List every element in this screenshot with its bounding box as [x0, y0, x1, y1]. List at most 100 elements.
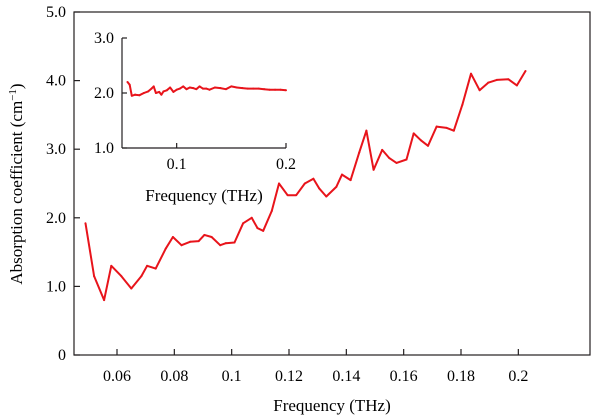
inset-data-point	[279, 88, 282, 91]
inset-data-point	[274, 88, 277, 91]
main-data-point	[524, 69, 527, 72]
main-data-point	[412, 132, 415, 135]
main-x-tick-label: 0.18	[447, 368, 475, 385]
main-data-point	[452, 129, 455, 132]
main-data-point	[262, 229, 265, 232]
main-data-point	[197, 240, 200, 243]
main-data-point	[478, 89, 481, 92]
main-data-point	[461, 103, 464, 106]
main-data-point	[154, 267, 157, 270]
inset-data-point	[158, 90, 161, 93]
main-points	[84, 69, 527, 302]
main-data-point	[286, 194, 289, 197]
inset-data-point	[230, 85, 233, 88]
main-x-tick-label: 0.1	[222, 368, 242, 385]
main-data-point	[210, 236, 213, 239]
main-data-point	[495, 78, 498, 81]
inset-data-point	[235, 86, 238, 89]
main-data-point	[445, 126, 448, 129]
main-x-tick-label: 0.14	[332, 368, 360, 385]
inset-data-point	[126, 81, 129, 83]
inset-points	[126, 81, 287, 97]
main-x-tick-label: 0.2	[508, 368, 528, 385]
inset-data-point	[192, 87, 195, 90]
main-data-point	[256, 227, 259, 230]
main-data-point	[419, 139, 422, 142]
main-data-point	[381, 148, 384, 151]
main-data-point	[224, 242, 227, 245]
main-ticks: 0.06 0.08 0.1 0.12 0.14 0.16 0.18 0.2 0 1.0 2.0 3.0…	[46, 4, 528, 385]
main-data-point	[335, 185, 338, 188]
inset-data-point	[169, 86, 172, 89]
main-data-point	[349, 179, 352, 182]
inset-data-point	[154, 92, 157, 94]
main-data-point	[120, 275, 123, 278]
main-x-tick-label: 0.06	[103, 368, 131, 385]
main-data-point	[219, 244, 222, 247]
inset-data-point	[205, 87, 208, 90]
main-data-point	[435, 125, 438, 128]
main-y-tick-label: 1.0	[46, 278, 66, 295]
inset-data-point	[130, 94, 133, 97]
inset-data-point	[128, 83, 131, 86]
inset-data-point	[134, 93, 137, 96]
main-data-point	[388, 157, 391, 160]
main-data-point	[110, 264, 113, 267]
x-axis-label: Frequency (THz)	[273, 396, 391, 415]
inset-data-point	[138, 94, 141, 97]
main-data-point	[93, 275, 96, 278]
main-data-point	[233, 241, 236, 244]
main-data-point	[103, 299, 106, 302]
main-data-point	[277, 182, 280, 185]
inset-data-point	[178, 87, 181, 90]
main-data-point	[325, 195, 328, 198]
inset-data-point	[172, 90, 175, 93]
main-data-point	[140, 275, 143, 278]
main-data-point	[295, 194, 298, 197]
inset-data-point	[160, 93, 163, 96]
main-data-point	[242, 222, 245, 225]
main-data-point	[312, 177, 315, 180]
main-data-point	[250, 216, 253, 219]
inset-data-point	[150, 87, 153, 90]
main-data-point	[487, 81, 490, 84]
inset-data-point	[147, 90, 150, 93]
main-data-point	[203, 233, 206, 236]
inset-ticks: 0.1 0.2 1.0 2.0 3.0	[94, 30, 296, 173]
inset-x-tick-label: 0.2	[276, 156, 296, 173]
inset-data-point	[185, 88, 188, 91]
inset-data-point	[198, 85, 201, 88]
inset-x-tick-label: 0.1	[167, 156, 187, 173]
main-data-point	[395, 161, 398, 164]
main-data-point	[84, 222, 87, 225]
main-y-tick-label: 2.0	[46, 210, 66, 227]
main-data-point	[164, 247, 167, 250]
main-y-tick-label: 0	[58, 347, 66, 364]
main-plot-frame	[73, 11, 591, 356]
inset-data-point	[285, 89, 287, 92]
main-x-tick-label: 0.16	[390, 368, 418, 385]
inset-y-tick-label: 2.0	[94, 85, 114, 102]
inset-data-point	[241, 87, 244, 90]
main-y-tick-label: 5.0	[46, 4, 66, 21]
inset-plot: 0.1 0.2 1.0 2.0 3.0 Frequency (THz)	[94, 30, 296, 205]
inset-data-point	[219, 87, 222, 90]
main-data-point	[189, 240, 192, 243]
main-x-tick-label: 0.08	[160, 368, 188, 385]
inset-data-point	[213, 86, 216, 89]
inset-data-point	[182, 85, 185, 88]
inset-data-point	[201, 87, 204, 90]
inset-data-point	[162, 90, 165, 93]
y-axis-label: Absorption coefficient (cm−1)	[7, 83, 26, 284]
main-x-tick-label: 0.12	[275, 368, 303, 385]
main-data-point	[171, 236, 174, 239]
inset-data-point	[142, 92, 145, 94]
main-data-point	[146, 264, 149, 267]
main-data-point	[507, 78, 510, 81]
main-y-tick-label: 4.0	[46, 73, 66, 90]
main-data-point	[130, 287, 133, 290]
inset-y-tick-label: 1.0	[94, 140, 114, 157]
main-y-tick-label: 3.0	[46, 141, 66, 158]
main-data-point	[405, 158, 408, 161]
